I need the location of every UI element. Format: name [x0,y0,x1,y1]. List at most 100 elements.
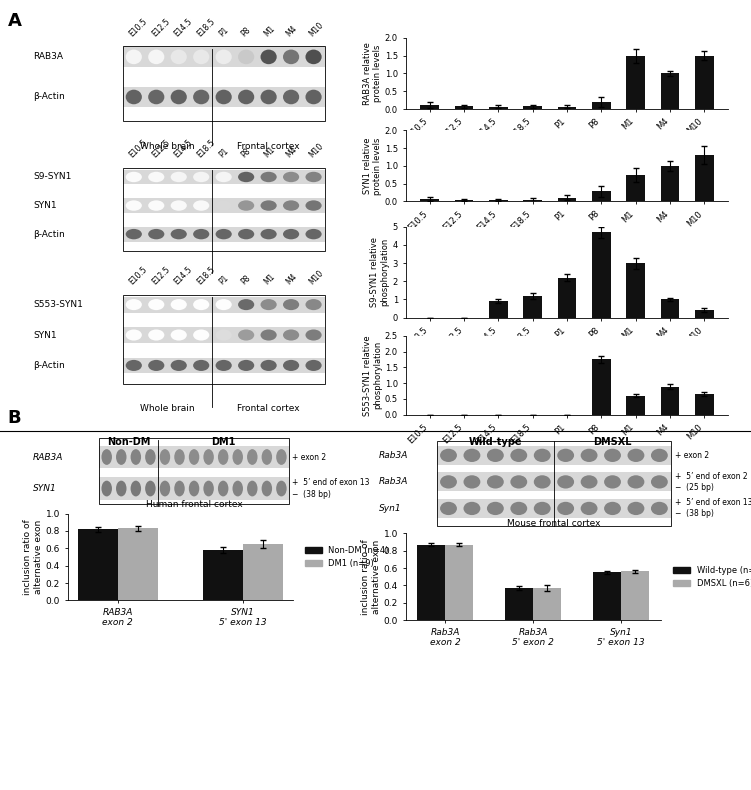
Ellipse shape [170,329,187,340]
Ellipse shape [218,450,228,465]
Ellipse shape [170,201,187,211]
Y-axis label: inclusion ratio of
alternative exon: inclusion ratio of alternative exon [361,539,381,615]
Text: Frontal cortex: Frontal cortex [237,141,300,151]
Ellipse shape [261,299,276,310]
Text: Rab3A: Rab3A [379,451,409,460]
Ellipse shape [116,450,126,465]
Ellipse shape [193,329,210,340]
Text: Whole brain: Whole brain [140,141,195,151]
Y-axis label: S553-SYN1 relative
phosphorylation: S553-SYN1 relative phosphorylation [363,335,382,416]
Ellipse shape [193,360,210,371]
Ellipse shape [238,171,255,182]
Text: Non-DM: Non-DM [107,437,150,447]
Ellipse shape [306,229,321,239]
Text: +  5’ end of exon 13
−  (38 bp): + 5’ end of exon 13 − (38 bp) [292,479,369,498]
Ellipse shape [131,480,141,496]
Ellipse shape [216,360,232,371]
Ellipse shape [125,171,142,182]
Ellipse shape [125,201,142,211]
Bar [661,387,680,415]
Ellipse shape [204,450,214,465]
Bar [592,191,611,201]
Bar [122,170,324,184]
Ellipse shape [193,201,210,211]
Text: + exon 2: + exon 2 [674,451,709,460]
Text: M10: M10 [307,269,325,286]
Ellipse shape [628,449,644,462]
Bar [592,359,611,415]
Ellipse shape [238,360,255,371]
Ellipse shape [581,502,598,515]
Ellipse shape [174,450,185,465]
Text: E12.5: E12.5 [150,138,171,160]
Bar [421,199,439,201]
Ellipse shape [534,476,550,488]
Ellipse shape [193,299,210,310]
Ellipse shape [238,50,255,64]
Ellipse shape [170,299,187,310]
Text: SYN1: SYN1 [33,484,57,493]
Text: Human frontal cortex: Human frontal cortex [146,500,243,509]
Bar [417,544,445,620]
Ellipse shape [557,449,574,462]
Ellipse shape [283,90,299,104]
Text: E10.5: E10.5 [128,265,149,286]
Ellipse shape [247,480,258,496]
Text: E14.5: E14.5 [173,265,194,286]
Bar [489,200,508,201]
Bar [203,550,243,600]
Text: S9-SYN1: S9-SYN1 [33,172,71,182]
Ellipse shape [283,329,299,340]
Legend: Wild-type (n=6), DMSXL (n=6): Wild-type (n=6), DMSXL (n=6) [670,562,751,591]
Ellipse shape [651,502,668,515]
Text: β-Actin: β-Actin [33,92,65,101]
Ellipse shape [534,449,550,462]
Bar [437,441,671,525]
Text: E10.5: E10.5 [128,17,149,39]
Bar [437,446,671,465]
Text: Rab3A: Rab3A [379,477,409,487]
Bar [99,446,288,468]
Bar [122,327,324,343]
Bar [523,106,542,109]
Bar [99,438,288,503]
Bar [122,297,324,313]
Text: P1: P1 [217,26,231,39]
Ellipse shape [628,476,644,488]
Ellipse shape [145,480,155,496]
Text: Syn1: Syn1 [379,504,402,513]
Text: Frontal cortex: Frontal cortex [237,404,300,413]
Bar [122,198,324,213]
Text: E18.5: E18.5 [195,265,216,286]
Text: Mouse frontal cortex: Mouse frontal cortex [507,519,601,529]
Ellipse shape [440,502,457,515]
Ellipse shape [218,480,228,496]
Ellipse shape [557,502,574,515]
Ellipse shape [487,502,504,515]
Ellipse shape [261,480,272,496]
Bar [695,394,713,415]
Bar [78,529,118,600]
Ellipse shape [238,201,255,211]
Bar [626,263,645,318]
Ellipse shape [261,171,276,182]
Bar [454,106,473,109]
Ellipse shape [193,229,210,239]
Ellipse shape [101,480,112,496]
Ellipse shape [216,201,232,211]
Ellipse shape [189,450,199,465]
Text: M4: M4 [285,145,299,160]
Ellipse shape [283,360,299,371]
Ellipse shape [216,50,232,64]
Text: B: B [8,408,21,427]
Ellipse shape [160,450,170,465]
Text: +  5’ end of exon 13
−  (38 bp): + 5’ end of exon 13 − (38 bp) [674,498,751,518]
Text: E18.5: E18.5 [195,138,216,160]
Text: S553-SYN1: S553-SYN1 [33,300,83,309]
Ellipse shape [306,90,321,104]
Ellipse shape [463,476,481,488]
Bar [122,358,324,374]
Bar [523,295,542,318]
Bar [621,571,650,620]
Ellipse shape [216,90,232,104]
